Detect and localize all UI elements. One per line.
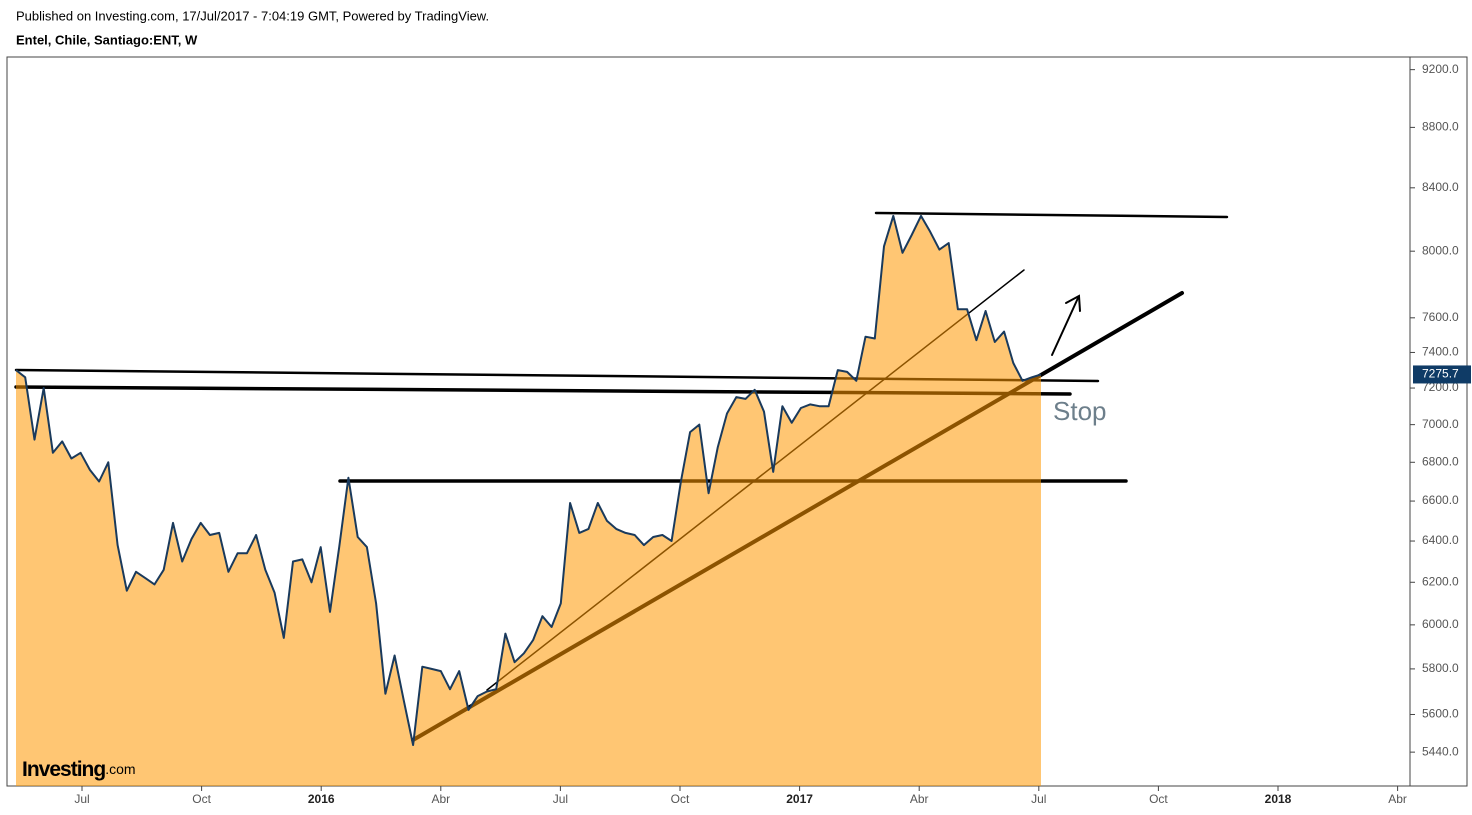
x-tick-label: Oct	[1149, 792, 1168, 806]
x-tick-label: 2016	[308, 792, 335, 806]
area	[16, 215, 1041, 786]
y-tick-label: 7400.0	[1422, 345, 1459, 359]
arrow-head	[1065, 294, 1081, 312]
y-tick-label: 7600.0	[1422, 310, 1459, 324]
symbol-line: Entel, Chile, Santiago:ENT, W	[16, 32, 198, 47]
y-tick-label: 6000.0	[1422, 617, 1459, 631]
y-tick-label: 7200.0	[1422, 380, 1459, 394]
y-tick-label: 9200.0	[1422, 62, 1459, 76]
x-tick-label: Abr	[431, 792, 450, 806]
logo-suffix: .com	[105, 761, 135, 777]
last-price-label: 7275.7	[1422, 367, 1459, 381]
x-tick-label: Jul	[1031, 792, 1046, 806]
y-tick-label: 6600.0	[1422, 493, 1459, 507]
y-tick-label: 7000.0	[1422, 417, 1459, 431]
y-tick-label: 8400.0	[1422, 180, 1459, 194]
x-tick-label: Oct	[671, 792, 690, 806]
y-tick-label: 5440.0	[1422, 744, 1459, 758]
y-tick-label: 6200.0	[1422, 574, 1459, 588]
series	[15, 214, 1042, 786]
arrow	[1051, 297, 1079, 356]
x-tick-label: Abr	[1388, 792, 1407, 806]
x-tick-label: 2018	[1265, 792, 1292, 806]
y-tick-label: 6800.0	[1422, 454, 1459, 468]
x-tick-label: Jul	[74, 792, 89, 806]
x-tick-label: 2017	[786, 792, 813, 806]
annotation: Stop	[1053, 396, 1107, 426]
logo-brand: Investing	[22, 758, 105, 781]
price-line	[15, 214, 1042, 746]
published-line: Published on Investing.com, 17/Jul/2017 …	[16, 8, 489, 23]
y-tick-label: 6400.0	[1422, 533, 1459, 547]
logo: Investing.com	[22, 758, 136, 781]
y-tick-label: 8000.0	[1422, 243, 1459, 257]
y-tick-label: 5800.0	[1422, 661, 1459, 675]
axes: 5440.0 5600.0 5800.0 6000.0 6200.0 6400.0 6600…	[74, 62, 1471, 806]
last-price-box	[1413, 365, 1471, 384]
x-tick-label: Oct	[192, 792, 211, 806]
y-tick-label: 8800.0	[1422, 120, 1459, 134]
y-tick-label: 5600.0	[1422, 707, 1459, 721]
resistance-line	[874, 211, 1229, 219]
x-tick-label: Jul	[553, 792, 568, 806]
x-tick-label: Abr	[910, 792, 929, 806]
